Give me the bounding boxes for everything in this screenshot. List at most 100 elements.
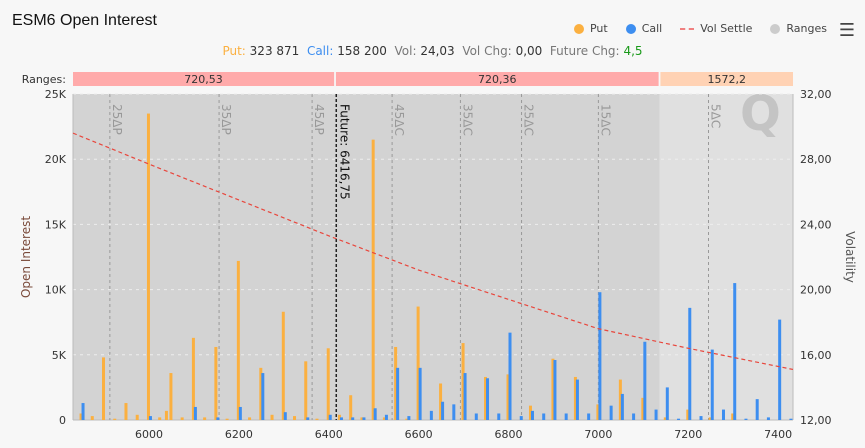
call-bar <box>677 418 681 420</box>
put-bar <box>416 306 420 420</box>
put-bar <box>439 383 443 420</box>
call-bar <box>216 417 220 420</box>
put-total: 323 871 <box>249 44 300 58</box>
x-tick-label: 6800 <box>495 428 523 441</box>
call-bar <box>429 410 433 420</box>
legend-put[interactable]: Put <box>573 22 608 35</box>
call-bar <box>587 413 591 420</box>
call-bar <box>665 387 669 420</box>
put-bar <box>164 410 168 420</box>
y-tick-label: 10K <box>45 284 67 297</box>
call-bar <box>688 307 692 420</box>
y-tick-label: 0 <box>59 414 66 427</box>
put-bar <box>270 414 274 420</box>
y2-tick-label: 12,00 <box>800 414 832 427</box>
call-bar <box>407 416 411 420</box>
delta-label: 35ΔP <box>219 104 233 135</box>
put-bar <box>248 417 252 420</box>
put-bar <box>528 405 532 420</box>
call-bar <box>452 404 456 420</box>
call-bar <box>766 417 770 420</box>
x-tick-label: 7000 <box>584 428 612 441</box>
put-bar <box>663 417 667 420</box>
put-bar <box>382 417 386 420</box>
call-bar <box>193 406 197 420</box>
call-bar <box>474 413 478 420</box>
call-bar <box>384 414 388 420</box>
call-bar <box>148 416 152 420</box>
range-value: 1572,2 <box>707 73 746 86</box>
call-bar <box>530 410 534 420</box>
x-tick-label: 6600 <box>405 428 433 441</box>
put-bar <box>371 139 375 420</box>
call-bar <box>339 417 343 420</box>
x-tick-label: 7200 <box>674 428 702 441</box>
ranges-dot-icon <box>770 23 781 34</box>
put-bar <box>259 367 263 420</box>
call-bar <box>654 409 658 420</box>
vol-value: 24,03 <box>420 44 455 58</box>
y-tick-label: 5K <box>52 349 67 362</box>
futchg-value: 4,5 <box>623 44 643 58</box>
call-bar <box>710 349 714 420</box>
delta-label: 25ΔC <box>522 104 536 136</box>
x-tick-label: 6200 <box>225 428 253 441</box>
delta-label: 45ΔC <box>392 104 406 136</box>
call-bar <box>441 401 445 420</box>
put-bar <box>203 417 207 420</box>
stats-line: Put: 323 871 Call: 158 200 Vol: 24,03 Vo… <box>0 44 865 58</box>
legend-ranges-label: Ranges <box>786 22 827 35</box>
put-bar <box>236 260 240 420</box>
call-bar <box>81 403 85 420</box>
put-bar <box>214 346 218 420</box>
call-bar <box>306 417 310 420</box>
call-bar <box>733 283 737 420</box>
put-bar <box>135 414 139 420</box>
plot-background <box>73 94 660 420</box>
call-bar <box>373 408 377 420</box>
plot-background-outside-range <box>659 94 793 420</box>
call-bar <box>418 367 422 420</box>
x-tick-label: 7400 <box>764 428 792 441</box>
futchg-label: Future Chg: <box>549 44 620 58</box>
delta-label: 45ΔP <box>312 104 326 135</box>
legend-call[interactable]: Call <box>625 22 663 35</box>
put-bar <box>146 113 150 420</box>
range-value: 720,36 <box>478 73 517 86</box>
put-bar <box>326 348 330 420</box>
call-bar <box>564 413 568 420</box>
call-bar <box>497 413 501 420</box>
legend-ranges[interactable]: Ranges <box>770 22 827 35</box>
delta-label: 35ΔC <box>460 104 474 136</box>
legend-vol[interactable]: Vol Settle <box>680 22 752 35</box>
legend-call-label: Call <box>641 22 663 35</box>
x-tick-label: 6000 <box>135 428 163 441</box>
put-bar <box>360 417 364 420</box>
call-bar <box>643 341 647 420</box>
y2-axis-title: Volatility <box>843 231 857 283</box>
call-bar <box>351 417 355 420</box>
put-bar <box>124 403 128 420</box>
range-value: 720,53 <box>184 73 223 86</box>
call-bar <box>328 414 332 420</box>
put-bar <box>484 376 488 420</box>
range-segment <box>660 72 793 86</box>
put-bar <box>551 358 555 420</box>
put-bar <box>349 395 353 420</box>
watermark-logo: Q <box>740 86 781 142</box>
range-segment <box>335 72 659 86</box>
vol-settle-line <box>72 132 794 371</box>
call-bar <box>553 360 557 420</box>
put-bar <box>90 416 94 420</box>
ranges-label: Ranges: <box>22 73 66 86</box>
call-bar <box>508 332 512 420</box>
put-bar <box>596 404 600 420</box>
call-bar <box>283 412 287 420</box>
put-bar <box>405 418 409 420</box>
hamburger-menu-icon[interactable]: ☰ <box>838 20 855 41</box>
call-bar <box>362 417 366 420</box>
put-bar <box>281 311 285 420</box>
y2-tick-label: 32,00 <box>800 88 832 101</box>
delta-label: 5ΔC <box>709 104 723 128</box>
